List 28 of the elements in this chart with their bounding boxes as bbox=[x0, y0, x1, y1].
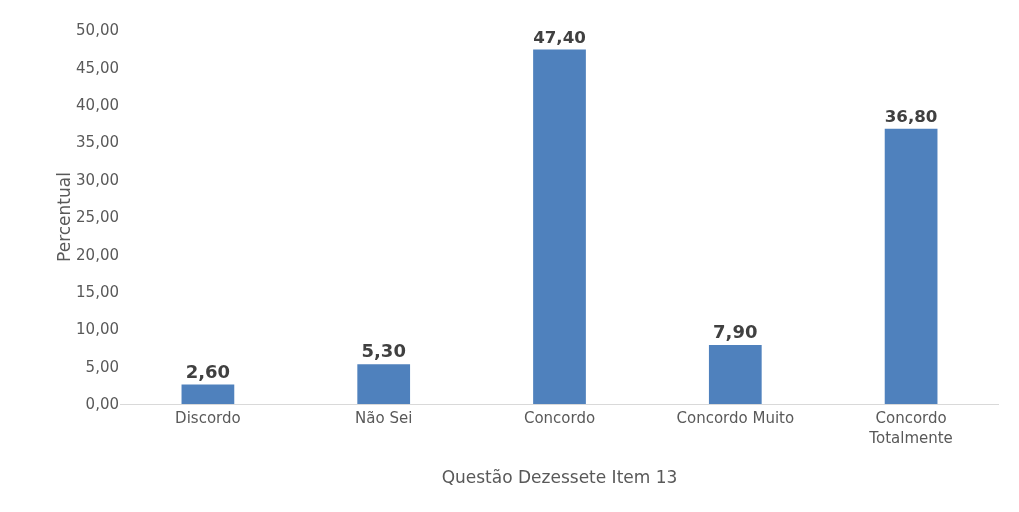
data-label: 2,60 bbox=[185, 360, 231, 382]
bar bbox=[708, 344, 762, 404]
y-tick-label: 40,00 bbox=[76, 96, 119, 115]
data-label: 7,90 bbox=[713, 320, 758, 342]
y-tick-label: 15,00 bbox=[76, 283, 119, 302]
bar bbox=[884, 128, 938, 404]
x-axis-title: Questão Dezessete Item 13 bbox=[441, 466, 678, 487]
y-axis-title: Percentual bbox=[54, 172, 75, 262]
data-label: 36,80 bbox=[884, 107, 938, 127]
data-label: 47,40 bbox=[533, 27, 586, 47]
y-tick-label: 30,00 bbox=[76, 170, 119, 189]
bar bbox=[533, 49, 586, 404]
x-tick-label: Discordo bbox=[175, 409, 241, 427]
y-tick-label: 50,00 bbox=[76, 21, 119, 40]
y-tick-label: 35,00 bbox=[76, 133, 119, 152]
bar bbox=[357, 364, 411, 404]
x-tick-label: Concordo Totalmente bbox=[868, 409, 953, 447]
y-tick-label: 0,00 bbox=[85, 395, 119, 414]
y-tick-label: 10,00 bbox=[76, 320, 119, 339]
x-tick-label: Concordo Muito bbox=[676, 409, 795, 427]
y-tick-label: 45,00 bbox=[76, 58, 119, 77]
data-label: 5,30 bbox=[361, 340, 406, 362]
y-tick-label: 25,00 bbox=[76, 208, 119, 227]
y-tick-label: 20,00 bbox=[76, 245, 119, 264]
x-tick-label: Concordo bbox=[523, 409, 596, 427]
bar bbox=[181, 384, 235, 404]
y-tick-label: 5,00 bbox=[85, 357, 119, 376]
x-tick-label: Não Sei bbox=[355, 409, 413, 427]
